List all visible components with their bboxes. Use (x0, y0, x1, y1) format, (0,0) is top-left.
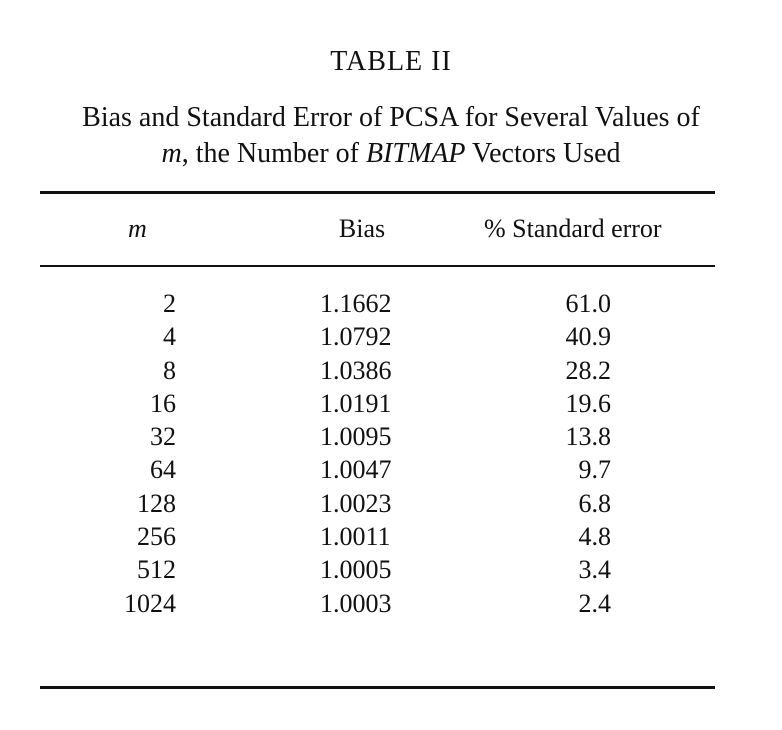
table-number: TABLE II (330, 46, 452, 77)
cell-bias: 1.0047 (320, 455, 392, 485)
cell-bias: 1.0005 (320, 555, 392, 585)
table-row: 1024 1.0003 2.4 (0, 587, 782, 620)
cell-m: 16 (150, 388, 176, 418)
caption-term-bitmap: BITMAP (365, 138, 466, 169)
table-row: 32 1.0095 13.8 (0, 420, 782, 453)
table-row: 64 1.0047 9.7 (0, 453, 782, 486)
cell-m: 4 (163, 322, 176, 352)
column-header-m: m (128, 214, 147, 243)
header-rule (40, 265, 715, 267)
cell-m: 128 (137, 488, 176, 518)
table-row: 512 1.0005 3.4 (0, 553, 782, 586)
cell-m: 256 (137, 522, 176, 552)
caption-line-1: Bias and Standard Error of PCSA for Seve… (82, 102, 700, 133)
table-row: 2 1.1662 61.0 (0, 287, 782, 320)
cell-m: 1024 (124, 588, 176, 618)
caption-variable-m: m (161, 138, 182, 169)
table-row: 4 1.0792 40.9 (0, 320, 782, 353)
cell-standard-error: 6.8 (578, 488, 612, 518)
cell-bias: 1.0003 (320, 588, 392, 618)
cell-standard-error: 4.8 (578, 522, 612, 552)
cell-bias: 1.0095 (320, 422, 392, 452)
cell-m: 64 (150, 455, 176, 485)
cell-bias: 1.0792 (320, 322, 392, 352)
cell-bias: 1.0011 (320, 522, 391, 552)
table-row: 256 1.0011 4.8 (0, 520, 782, 553)
caption-mid-text: , the Number of (181, 138, 366, 169)
table-body: 2 1.1662 61.0 4 1.0792 40.9 8 1.0386 28.2 16 1.019… (0, 287, 782, 620)
cell-standard-error: 19.6 (565, 388, 612, 418)
caption-line-2: m, the Number of BITMAP Vectors Used (0, 136, 782, 172)
caption-end-text: Vectors Used (465, 138, 621, 169)
cell-m: 32 (150, 422, 176, 452)
cell-standard-error: 13.8 (565, 422, 612, 452)
table-caption: Bias and Standard Error of PCSA for Seve… (0, 100, 782, 172)
cell-m: 8 (163, 355, 176, 385)
table-row: 128 1.0023 6.8 (0, 487, 782, 520)
table-row: 8 1.0386 28.2 (0, 354, 782, 387)
cell-standard-error: 9.7 (578, 455, 612, 485)
cell-m: 2 (163, 289, 176, 318)
cell-standard-error: 2.4 (578, 588, 612, 618)
cell-standard-error: 61.0 (565, 289, 612, 318)
cell-m: 512 (137, 555, 176, 585)
bottom-rule (40, 686, 715, 689)
cell-standard-error: 28.2 (565, 355, 612, 385)
cell-bias: 1.0191 (320, 388, 392, 418)
cell-standard-error: 40.9 (565, 322, 612, 352)
cell-bias: 1.0023 (320, 488, 392, 518)
column-header-bias: Bias (338, 214, 386, 243)
cell-standard-error: 3.4 (578, 555, 612, 585)
cell-bias: 1.1662 (320, 289, 392, 318)
top-rule (40, 191, 715, 194)
column-header-standard-error: % Standard error (484, 214, 662, 243)
table-row: 16 1.0191 19.6 (0, 387, 782, 420)
cell-bias: 1.0386 (320, 355, 392, 385)
